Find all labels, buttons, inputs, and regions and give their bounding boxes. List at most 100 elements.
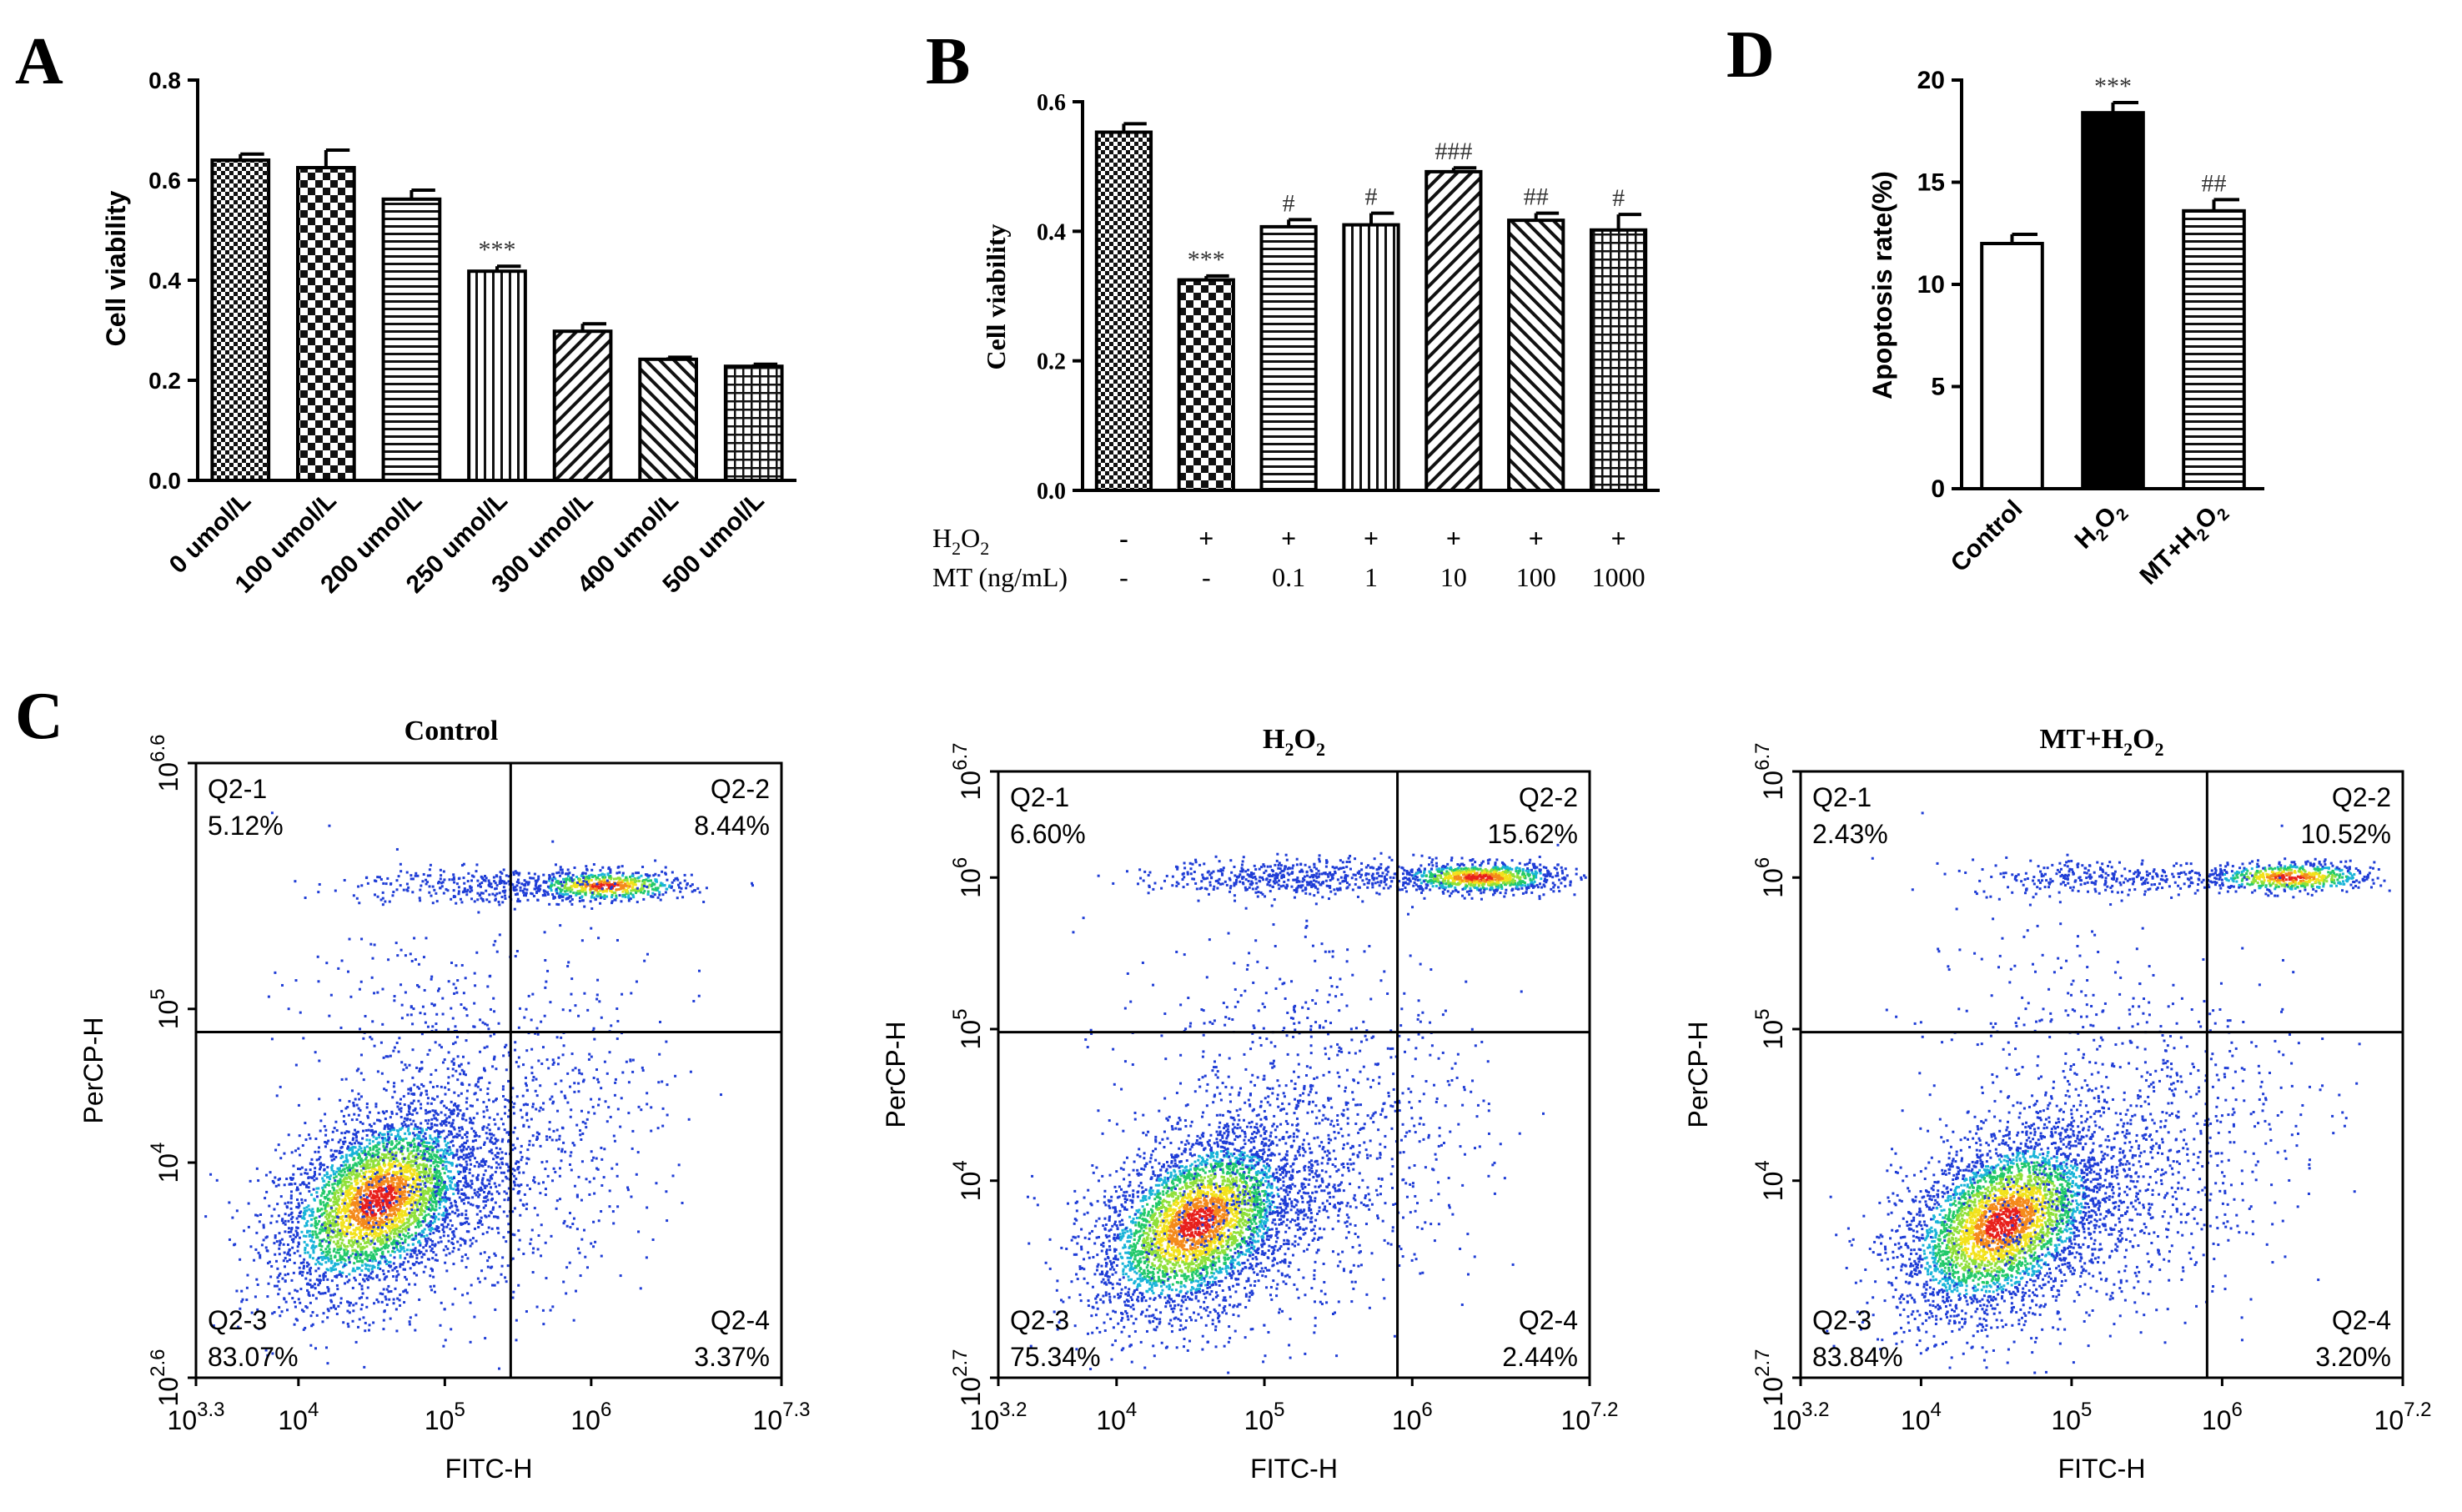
flow-plot-dot [309, 1253, 312, 1257]
flow-plot-dot [512, 1188, 515, 1191]
flow-plot-dot [354, 1228, 357, 1232]
flow-plot-dot [373, 1249, 376, 1253]
flow-plot-dot [512, 1106, 515, 1109]
flow-plot-dot [545, 1277, 548, 1280]
flow-plot-dot [579, 1129, 582, 1133]
flow-plot-dot [500, 1151, 504, 1154]
flow-plot-dot [573, 1090, 576, 1093]
flow-plot-dot [464, 1217, 467, 1220]
flow-plot-dot [344, 1194, 348, 1198]
flow-plot-dot [377, 1143, 380, 1146]
flow-plot-dot [264, 1236, 268, 1239]
flow-plot-dot [466, 1217, 470, 1220]
flow-plot-dot [569, 1154, 572, 1158]
flow-plot-dot [382, 1206, 385, 1209]
flow-plot-dot [485, 1108, 489, 1112]
flow-plot-dot [377, 1151, 380, 1154]
flow-plot-dot [355, 1242, 359, 1245]
flow-plot-dot [309, 1314, 313, 1318]
flow-plot-dot [395, 1200, 399, 1203]
flow-plot-dot [304, 1168, 308, 1172]
flow-plot-dot [365, 1138, 369, 1142]
flow-plot-dot [364, 1156, 368, 1159]
flow-plot-dot [427, 1225, 430, 1228]
flow-plot-dot [590, 1055, 593, 1058]
flow-plot-dot [361, 1260, 364, 1263]
flow-plot-dot [595, 997, 599, 1001]
flow-plot-dot [308, 1294, 311, 1298]
flow-plot-dot [346, 1208, 349, 1211]
flow-plot-dot [408, 1202, 411, 1205]
flow-plot-dot [359, 1165, 363, 1168]
flow-plot-dot [484, 1022, 487, 1026]
flow-plot-dot [424, 1145, 427, 1148]
flow-plot-dot [471, 1122, 475, 1125]
flow-plot-dot [349, 1192, 352, 1195]
flow-plot-dot [209, 1173, 213, 1176]
flow-plot-dot [397, 1210, 400, 1213]
flow-plot-dot [354, 1098, 357, 1101]
flow-plot-dot [473, 1315, 476, 1319]
flow-plot-dot [407, 1218, 410, 1221]
flow-plot-dot [390, 1189, 394, 1193]
flow-plot-dot [393, 1046, 396, 1049]
flow-plot-dot [396, 1133, 399, 1136]
flow-plot-dot [573, 1184, 576, 1188]
flow-plot-dot [359, 1163, 362, 1166]
flow-plot-dot [475, 1239, 478, 1243]
flow-plot-dot [356, 1209, 359, 1213]
flow-plot-dot [281, 1218, 284, 1221]
flow-plot-dot [377, 1160, 380, 1163]
flow-plot-dot [356, 1203, 359, 1207]
flow-plot-dot [379, 1204, 382, 1208]
flow-plot-dot [357, 1253, 360, 1257]
flow-plot-dot [442, 1344, 445, 1348]
flow-plot-dot [404, 1234, 408, 1238]
flow-plot-dot [410, 1174, 414, 1178]
flow-plot-dot [367, 1233, 370, 1237]
panel-d-category-label: MT+H2O2 [2135, 495, 2233, 594]
flow-plot-dot [394, 1275, 398, 1278]
flow-plot-dot [334, 1262, 337, 1265]
flow-plot-dot [448, 1130, 451, 1133]
flow-plot-dot [382, 1328, 385, 1331]
flow-plot-dot [394, 1232, 398, 1235]
flow-plot-dot [410, 1208, 414, 1212]
flow-plot-dot [314, 1245, 318, 1248]
flow-plot-dot [583, 1228, 586, 1232]
flow-plot-dot [379, 1230, 383, 1233]
flow-plot-dot [431, 1150, 435, 1153]
flow-plot-dot [296, 1233, 299, 1236]
flow-plot-dot [344, 1263, 348, 1267]
flow-plot-dot [387, 1168, 390, 1172]
flow-plot-dot [425, 1141, 429, 1144]
flow-plot-dot [429, 1285, 432, 1288]
flow-plot-dot [335, 1170, 339, 1173]
flow-plot-dot [287, 1201, 290, 1204]
flow-plot-dot [387, 1221, 390, 1224]
flow-plot-dot [555, 1138, 558, 1142]
flow-plot-dot [437, 1226, 440, 1229]
flow-plot-dot [407, 1154, 410, 1158]
flow-plot-dot [322, 1276, 325, 1279]
flow-plot-dot [372, 1246, 375, 1249]
flow-plot-dot [309, 1162, 312, 1165]
flow-plot-dot [377, 1234, 380, 1238]
flow-plot-dot [492, 1158, 495, 1161]
flow-plot-dot [366, 1218, 369, 1222]
flow-plot-dot [351, 1286, 354, 1289]
flow-plot-dot [311, 1236, 314, 1239]
flow-plot-dot [503, 1112, 506, 1115]
flow-plot-dot [395, 1239, 399, 1243]
flow-plot-dot [373, 1122, 376, 1125]
flow-plot-dot [384, 1148, 388, 1152]
flow-plot-dot [497, 1128, 500, 1131]
flow-plot-dot [440, 1176, 443, 1179]
flow-plot-dot [394, 1219, 397, 1223]
flow-plot-dot [389, 1128, 392, 1131]
flow-plot-dot [654, 872, 657, 876]
flow-plot-dot [364, 1207, 367, 1210]
flow-plot-dot [419, 1194, 422, 1198]
flow-plot-dot [424, 1132, 427, 1135]
flow-plot-dot [406, 1117, 409, 1120]
